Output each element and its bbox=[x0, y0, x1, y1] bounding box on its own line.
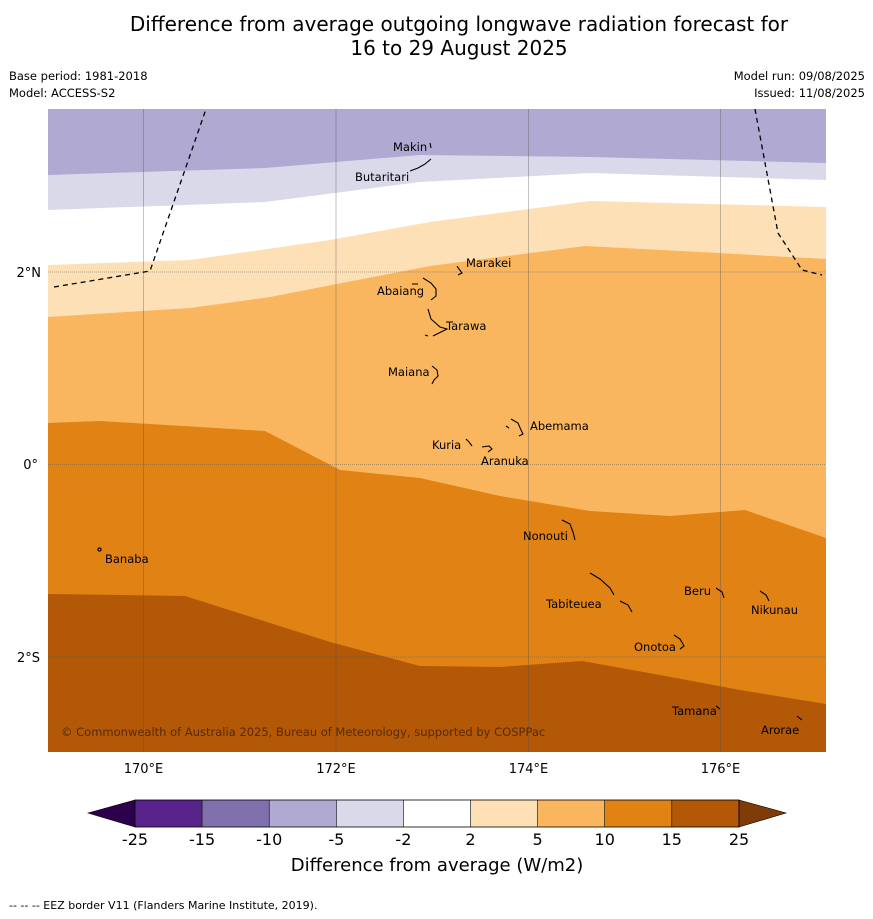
colorbar-bin-6 bbox=[470, 800, 538, 827]
colorbar-bin-5 bbox=[403, 800, 471, 827]
island-maiana bbox=[431, 365, 439, 385]
island-nikunau bbox=[759, 590, 770, 602]
eez-border-east bbox=[754, 109, 823, 276]
island-arorae bbox=[796, 715, 803, 721]
meta-left: Base period: 1981-2018 Model: ACCESS-S2 bbox=[9, 68, 148, 102]
label-tabiteuea: Tabiteuea bbox=[545, 597, 602, 611]
label-nikunau: Nikunau bbox=[751, 603, 798, 617]
title-line-1: Difference from average outgoing longwav… bbox=[129, 12, 789, 36]
cb-tick-minus25: -25 bbox=[122, 830, 148, 849]
footer-note: -- -- -- EEZ border V11 (Flanders Marine… bbox=[9, 899, 318, 912]
label-maiana: Maiana bbox=[388, 365, 430, 379]
model-name: Model: ACCESS-S2 bbox=[9, 86, 116, 100]
label-arorae: Arorae bbox=[761, 723, 799, 737]
label-tamana: Tamana bbox=[671, 704, 717, 718]
eez-border bbox=[53, 109, 823, 288]
island-butaritari bbox=[409, 158, 432, 172]
lon-tick-labels: 170°E 172°E 174°E 176°E bbox=[124, 762, 741, 777]
model-run: Model run: 09/08/2025 bbox=[733, 69, 865, 83]
graticule bbox=[143, 109, 721, 752]
label-aranuka: Aranuka bbox=[481, 454, 529, 468]
colorbar: -25 -15 -10 -5 -2 2 5 10 15 25 Differenc… bbox=[86, 799, 788, 876]
lat-tick-2n: 2°N bbox=[17, 266, 42, 281]
cb-tick-minus5: -5 bbox=[328, 830, 344, 849]
island-marakei bbox=[456, 265, 463, 276]
lon-tick-170e: 170°E bbox=[124, 762, 164, 777]
cb-tick-5: 5 bbox=[533, 830, 543, 849]
place-labels: Makin Butaritari Marakei Abaiang Tarawa … bbox=[105, 140, 799, 737]
island-tamana bbox=[715, 705, 721, 710]
cb-tick-minus2: -2 bbox=[395, 830, 411, 849]
colorbar-bin-3 bbox=[269, 800, 337, 827]
lon-tick-172e: 172°E bbox=[316, 762, 356, 777]
label-abemama: Abemama bbox=[530, 419, 589, 433]
colorbar-bin-8 bbox=[604, 800, 672, 827]
parallels bbox=[48, 271, 826, 658]
island-banaba bbox=[97, 547, 102, 552]
cb-tick-minus10: -10 bbox=[256, 830, 282, 849]
colorbar-bin-7 bbox=[537, 800, 605, 827]
title-line-2: 16 to 29 August 2025 bbox=[350, 36, 568, 60]
island-nonouti bbox=[561, 519, 576, 541]
base-period: Base period: 1981-2018 bbox=[9, 69, 148, 83]
colorbar-bin-4 bbox=[336, 800, 404, 827]
label-beru: Beru bbox=[684, 584, 711, 598]
cb-tick-10: 10 bbox=[595, 830, 615, 849]
label-nonouti: Nonouti bbox=[523, 529, 568, 543]
label-abaiang: Abaiang bbox=[377, 284, 424, 298]
islands bbox=[97, 142, 803, 721]
colorbar-bin-2 bbox=[202, 800, 270, 827]
island-abemama bbox=[505, 418, 524, 437]
colorbar-bin-1 bbox=[135, 800, 203, 827]
map-panel: Makin Butaritari Marakei Abaiang Tarawa … bbox=[48, 109, 826, 752]
colorbar-dividers bbox=[201, 800, 673, 827]
cb-tick-2: 2 bbox=[465, 830, 475, 849]
eez-border-west bbox=[53, 109, 207, 288]
lat-tick-labels: 2°N 0° 2°S bbox=[17, 266, 42, 666]
lat-tick-2s: 2°S bbox=[17, 651, 40, 666]
label-kuria: Kuria bbox=[432, 438, 461, 452]
island-tabiteuea bbox=[589, 572, 633, 613]
label-marakei: Marakei bbox=[466, 256, 511, 270]
island-aranuka bbox=[481, 445, 493, 453]
colorbar-frame bbox=[134, 799, 740, 828]
island-kuria bbox=[465, 438, 473, 447]
lat-tick-0: 0° bbox=[23, 458, 38, 473]
island-onotoa bbox=[673, 634, 685, 650]
colorbar-label: Difference from average (W/m2) bbox=[291, 855, 583, 876]
island-abaiang bbox=[412, 277, 437, 301]
meta-right: Model run: 09/08/2025 Issued: 11/08/2025 bbox=[734, 68, 865, 102]
label-makin: Makin bbox=[393, 140, 427, 154]
island-beru bbox=[715, 587, 725, 599]
cb-tick-15: 15 bbox=[662, 830, 682, 849]
band-plus15-plus25 bbox=[48, 594, 826, 752]
colorbar-over-arrow bbox=[738, 799, 788, 828]
colorbar-tick-labels: -25 -15 -10 -5 -2 2 5 10 15 25 bbox=[122, 830, 749, 849]
label-tarawa: Tarawa bbox=[445, 319, 486, 333]
label-onotoa: Onotoa bbox=[634, 640, 676, 654]
colorbar-under-arrow bbox=[86, 799, 136, 828]
cb-tick-25: 25 bbox=[729, 830, 749, 849]
island-tarawa bbox=[424, 308, 449, 337]
cb-tick-minus15: -15 bbox=[189, 830, 215, 849]
label-butaritari: Butaritari bbox=[355, 170, 409, 184]
lon-tick-176e: 176°E bbox=[701, 762, 741, 777]
issued-date: Issued: 11/08/2025 bbox=[754, 86, 865, 100]
map-title: Difference from average outgoing longwav… bbox=[0, 12, 873, 60]
label-banaba: Banaba bbox=[105, 552, 149, 566]
colorbar-bin-9 bbox=[671, 800, 739, 827]
copyright-notice: © Commonwealth of Australia 2025, Bureau… bbox=[61, 725, 545, 739]
island-makin bbox=[429, 142, 432, 149]
lon-tick-174e: 174°E bbox=[509, 762, 549, 777]
